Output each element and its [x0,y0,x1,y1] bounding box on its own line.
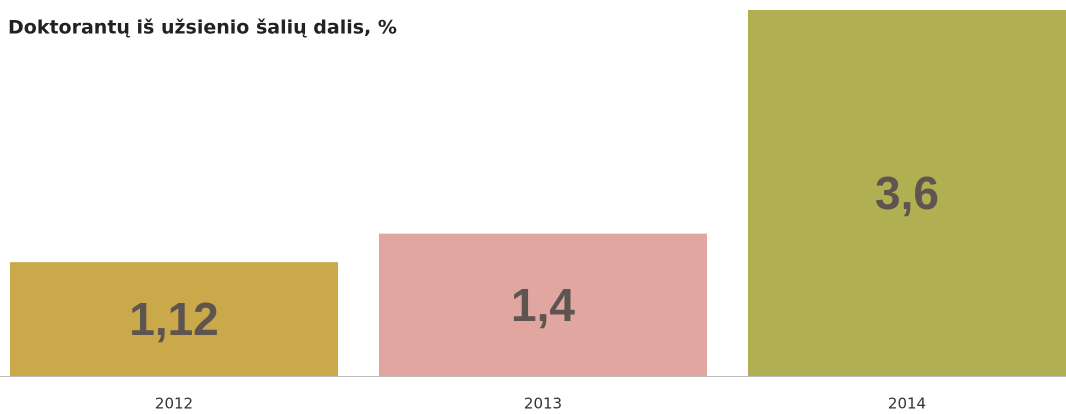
value-label: 1,4 [511,279,575,331]
x-tick-label: 2012 [155,395,193,413]
bar [379,233,707,376]
value-label: 1,12 [129,293,219,345]
value-label: 3,6 [875,167,939,219]
x-tick-label: 2014 [888,395,926,413]
x-tick-label: 2013 [524,395,562,413]
chart-title: Doktorantų iš užsienio šalių dalis, % [8,17,397,39]
bar [10,262,338,376]
bar [748,10,1066,376]
